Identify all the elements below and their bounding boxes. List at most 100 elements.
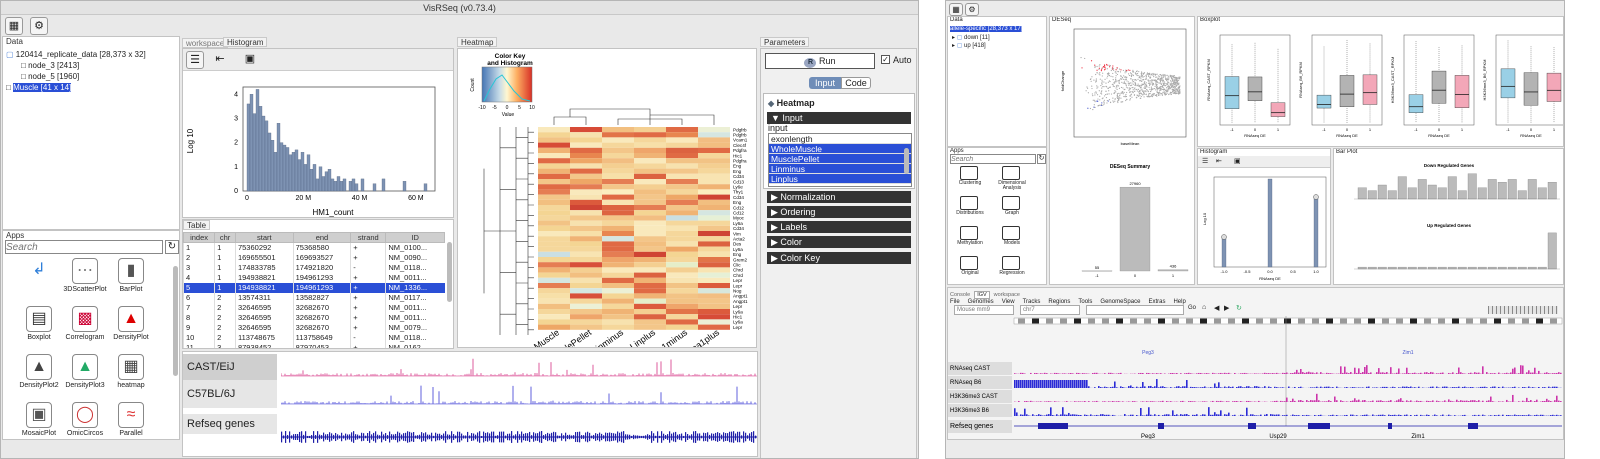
app-icon[interactable]: ⋯ (72, 258, 98, 284)
folder-icon[interactable] (1002, 166, 1020, 180)
tab-code[interactable]: Code (841, 77, 871, 89)
table-row[interactable]: 6 2 13574311 13582827 + NM_0117... (183, 292, 445, 303)
app-icon[interactable]: ▤ (26, 306, 52, 332)
igv-menu-item[interactable]: Tracks (1022, 299, 1041, 305)
width-icon[interactable]: ⇤ (1216, 158, 1222, 165)
barplot-tab[interactable]: Bar Plot (1336, 149, 1358, 155)
app-icon[interactable]: ▦ (118, 354, 144, 380)
app-icon[interactable]: ▲ (26, 354, 52, 380)
table-row[interactable]: 2 1 169655501 169693527 + NM_0090... (183, 252, 445, 263)
tree-item-up[interactable]: ▸ ▢ up [418] (952, 43, 986, 49)
tree-item-down[interactable]: ▸ ▢ down [11] (952, 35, 990, 41)
tab-parameters[interactable]: Parameters (760, 37, 810, 47)
column-header[interactable]: start (234, 232, 294, 243)
igv-menu-item[interactable]: Tools (1078, 299, 1093, 305)
app-icon[interactable]: ◯ (72, 402, 98, 428)
refresh-icon[interactable]: ↻ (165, 240, 179, 254)
input-listbox[interactable]: exonlength WholeMuscle MusclePellet Linminu… (768, 133, 912, 187)
table-icon[interactable]: ☰ (1202, 158, 1209, 165)
tree-item-muscle[interactable]: □ Muscle [41 x 14] (6, 83, 72, 92)
igv-menu-item[interactable]: Regions (1048, 299, 1071, 305)
tab-histogram[interactable]: Histogram (223, 37, 268, 47)
folder-icon[interactable] (960, 196, 978, 210)
section-header[interactable]: ▶ Labels (767, 221, 911, 233)
genome-select[interactable]: Mouse mm9 (954, 305, 1014, 315)
apps-search-input[interactable] (5, 240, 163, 254)
listbox-scrollbar[interactable] (904, 148, 909, 174)
app-icon[interactable]: ▣ (26, 402, 52, 428)
tab-heatmap[interactable]: Heatmap (457, 37, 498, 47)
width-icon[interactable]: ⇤ (215, 53, 225, 65)
auto-checkbox[interactable]: ✓ (881, 55, 890, 64)
folder-icon[interactable] (1002, 196, 1020, 210)
zoom-slider[interactable] (1488, 306, 1558, 314)
table-row[interactable]: 11 3 87938452 87970453 + NM_0162... (183, 342, 445, 348)
tree-item-node3[interactable]: □ node_3 [2413] (21, 61, 80, 70)
refresh-icon[interactable]: ↻ (1236, 305, 1242, 312)
back-icon[interactable]: ◀ (1214, 305, 1220, 312)
forward-icon[interactable]: ▶ (1224, 305, 1230, 312)
igv-menu-item[interactable]: Help (1173, 299, 1186, 305)
table-view-button[interactable]: ▦ (5, 17, 23, 35)
chrom-select[interactable]: chr7 (1020, 305, 1080, 315)
igv-menu-item[interactable]: GenomeSpace (1100, 299, 1141, 305)
table-row[interactable]: 4 1 194938821 194961293 + NM_0011... (183, 272, 445, 283)
section-header[interactable]: ▼ Input (767, 112, 911, 124)
igv-tab[interactable]: Console (950, 292, 971, 298)
tree-item-allele[interactable]: allele-specific [28,373 x 17] (950, 26, 1023, 32)
table-row[interactable]: 10 2 113748675 113758649- NM_0118... (183, 332, 445, 343)
boxplot-tab[interactable]: Boxplot (1200, 17, 1221, 23)
column-header[interactable]: strand (350, 232, 387, 243)
table-tab[interactable]: Table (183, 220, 211, 230)
apps-scrollbar[interactable] (173, 266, 178, 376)
tree-item-root[interactable]: ▢ 120414_replicate_data [28,373 x 32] (6, 50, 146, 59)
section-header[interactable]: ▶ Ordering (767, 206, 911, 218)
locus-input[interactable] (1086, 305, 1184, 315)
app-icon[interactable]: ▩ (72, 306, 98, 332)
input-option[interactable]: Linminus (769, 164, 911, 174)
input-option[interactable]: Linplus (769, 174, 911, 184)
column-header[interactable]: index (183, 232, 216, 243)
app-icon[interactable]: ≈ (118, 402, 144, 428)
app-icon[interactable]: ▲ (118, 306, 144, 332)
tree-item-node5[interactable]: □ node_5 [1960] (21, 72, 80, 81)
table-scrollbar[interactable] (447, 242, 452, 302)
app-icon[interactable]: ↲ (26, 258, 52, 284)
table-row[interactable]: 5 1 194938821 194961293 + NM_1336... (183, 282, 445, 293)
igv-menu-item[interactable]: Genomes (967, 299, 994, 305)
run-button[interactable]: R Run (765, 53, 875, 69)
refresh-icon[interactable]: ↻ (1037, 154, 1046, 164)
plot-icon[interactable]: ▣ (244, 53, 256, 65)
igv-menu-item[interactable]: Extras (1148, 299, 1166, 305)
folder-icon[interactable] (960, 256, 978, 270)
tab-input[interactable]: Input (809, 77, 841, 89)
add-app-button[interactable]: ⚙ (30, 17, 48, 35)
section-header[interactable]: ▶ Color (767, 236, 911, 248)
add-app-button[interactable]: ⚙ (965, 3, 979, 16)
app-icon[interactable]: ▮ (118, 258, 144, 284)
table-row[interactable]: 8 2 32646595 32682670 + NM_0011... (183, 312, 445, 323)
home-icon[interactable]: ⌂ (1202, 304, 1207, 311)
table-row[interactable]: 9 2 32646595 32682670 + NM_0079... (183, 322, 445, 333)
table-row[interactable]: 7 2 32646595 32682670 + NM_0011... (183, 302, 445, 313)
tab-workspace[interactable]: workspace (182, 38, 229, 48)
table-row[interactable]: 1 1 75360292 75368580 + NM_0100... (183, 242, 445, 253)
table-row[interactable]: 3 1 174833785 174921820- NM_0118... (183, 262, 445, 273)
igv-tab[interactable]: IGV (974, 291, 990, 299)
igv-tab[interactable]: workspace (993, 292, 1020, 298)
column-header[interactable]: chr (214, 232, 236, 243)
table-icon[interactable]: ☰ (186, 51, 204, 69)
table-view-button[interactable]: ▦ (949, 3, 963, 16)
section-header[interactable]: ▶ Normalization (767, 191, 911, 203)
folder-icon[interactable] (960, 226, 978, 240)
input-option[interactable]: exonlength (769, 134, 911, 144)
app-icon[interactable]: ▲ (72, 354, 98, 380)
folder-icon[interactable] (1002, 256, 1020, 270)
go-button[interactable]: Go (1188, 305, 1197, 311)
folder-icon[interactable] (1002, 226, 1020, 240)
column-header[interactable]: end (292, 232, 352, 243)
folder-icon[interactable] (960, 166, 978, 180)
input-option[interactable]: MusclePellet (769, 154, 911, 164)
igv-menu-item[interactable]: File (950, 299, 960, 305)
column-header[interactable]: ID (385, 232, 445, 243)
